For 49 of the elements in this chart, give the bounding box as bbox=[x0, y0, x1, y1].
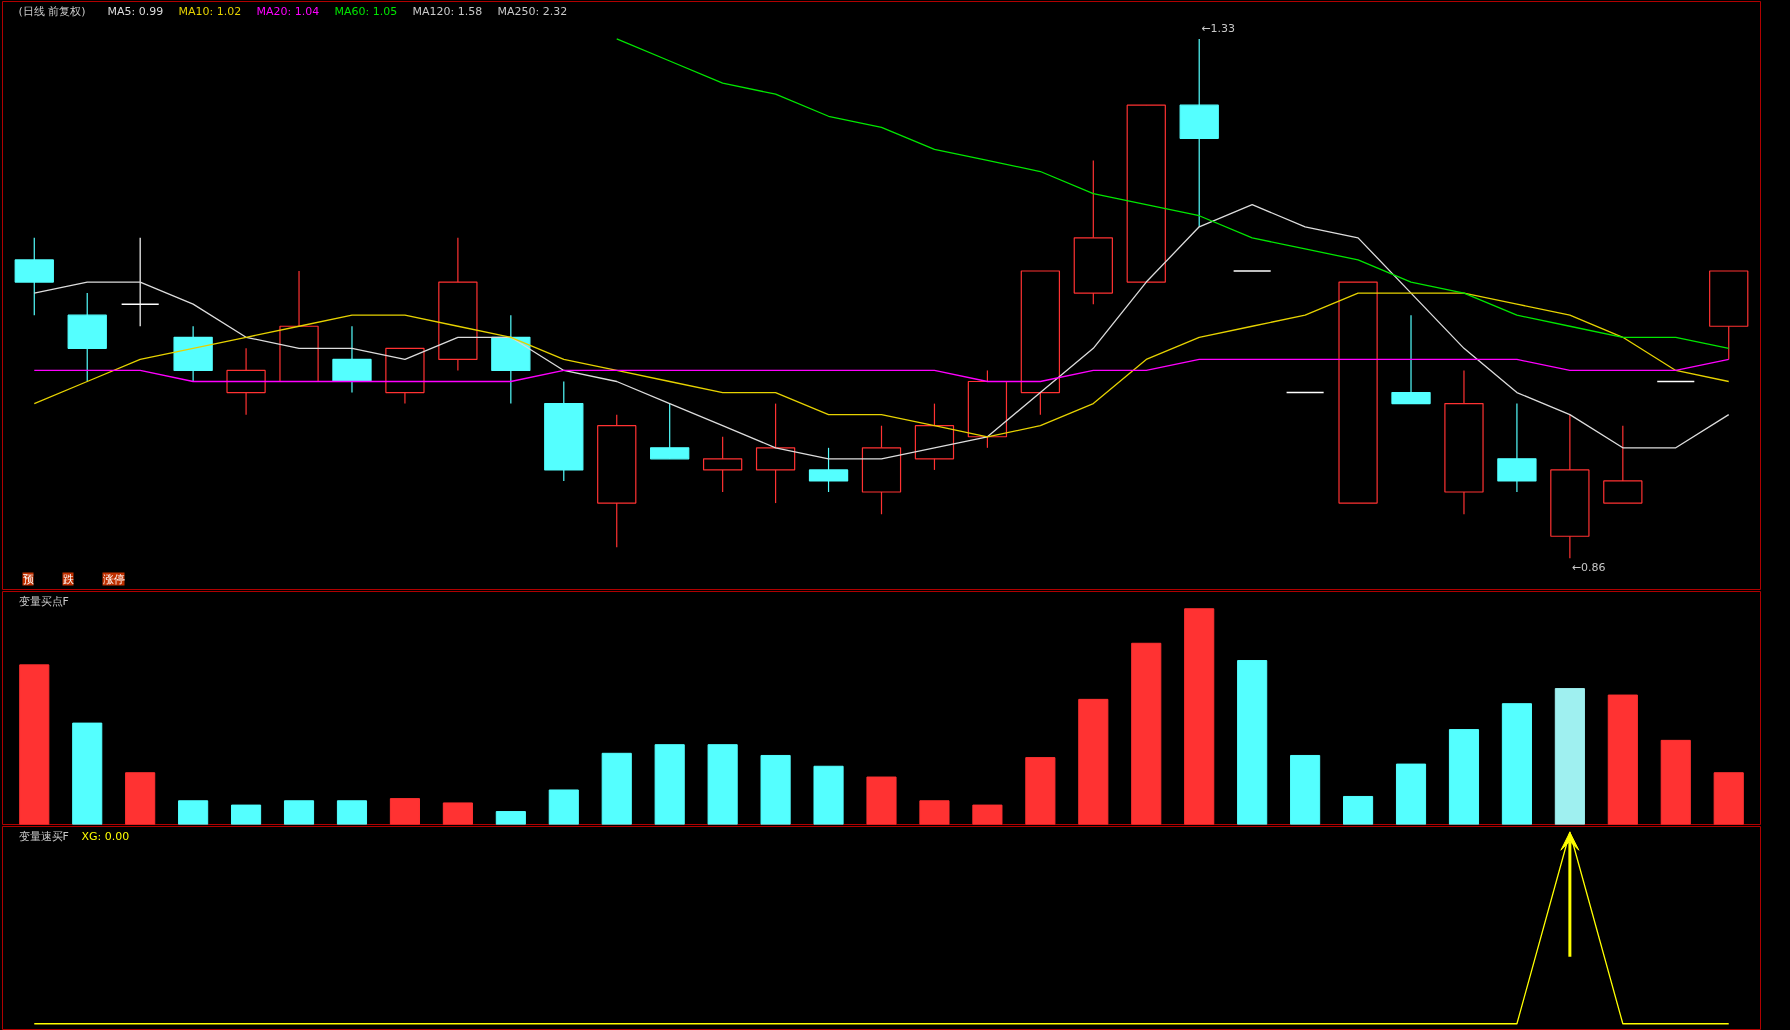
bar bbox=[178, 800, 209, 825]
bar bbox=[601, 752, 632, 825]
bar bbox=[1448, 729, 1480, 825]
bar bbox=[1290, 754, 1321, 825]
text: MA120: 1.58 bbox=[412, 4, 483, 18]
bar bbox=[1025, 757, 1056, 825]
bar bbox=[1554, 688, 1585, 825]
chart-title: 变量速买F bbox=[18, 829, 69, 843]
bar bbox=[389, 798, 420, 825]
bar bbox=[654, 744, 685, 825]
bar bbox=[283, 800, 315, 825]
bar bbox=[442, 802, 473, 825]
bar bbox=[972, 804, 1003, 825]
text: ←1.33 bbox=[1201, 21, 1235, 35]
bar bbox=[495, 811, 526, 825]
bar bbox=[919, 800, 950, 825]
bar bbox=[1713, 772, 1744, 825]
bar bbox=[760, 754, 791, 825]
bar bbox=[1607, 694, 1638, 825]
text: MA10: 1.02 bbox=[178, 4, 242, 18]
text: MA20: 1.04 bbox=[256, 4, 320, 18]
bar bbox=[231, 804, 262, 825]
bar bbox=[1184, 608, 1215, 825]
bar bbox=[125, 772, 156, 825]
text: MA5: 0.99 bbox=[107, 4, 164, 18]
text: 跌 bbox=[62, 572, 74, 586]
bar bbox=[813, 765, 844, 825]
text: MA60: 1.05 bbox=[334, 4, 398, 18]
bar bbox=[1078, 698, 1109, 825]
bar bbox=[866, 776, 897, 825]
text: ←0.86 bbox=[1571, 561, 1606, 575]
bar bbox=[19, 664, 50, 825]
chart-title: 变量买点F bbox=[18, 594, 69, 608]
bar bbox=[707, 744, 738, 825]
bar bbox=[1501, 703, 1532, 825]
bar bbox=[1237, 660, 1268, 825]
bar bbox=[548, 789, 579, 825]
chart-title: (日线 前复权) bbox=[18, 4, 86, 18]
bar bbox=[336, 800, 368, 825]
text: XG: 0.00 bbox=[81, 829, 130, 843]
candlestick bbox=[120, 237, 160, 327]
bar bbox=[1131, 642, 1162, 825]
text: 预 bbox=[22, 572, 34, 586]
bar bbox=[1660, 739, 1691, 825]
text: MA250: 2.32 bbox=[497, 4, 568, 18]
bar bbox=[1343, 795, 1374, 825]
bar bbox=[1395, 763, 1427, 825]
text: 涨停 bbox=[102, 572, 125, 586]
bar bbox=[72, 722, 103, 825]
